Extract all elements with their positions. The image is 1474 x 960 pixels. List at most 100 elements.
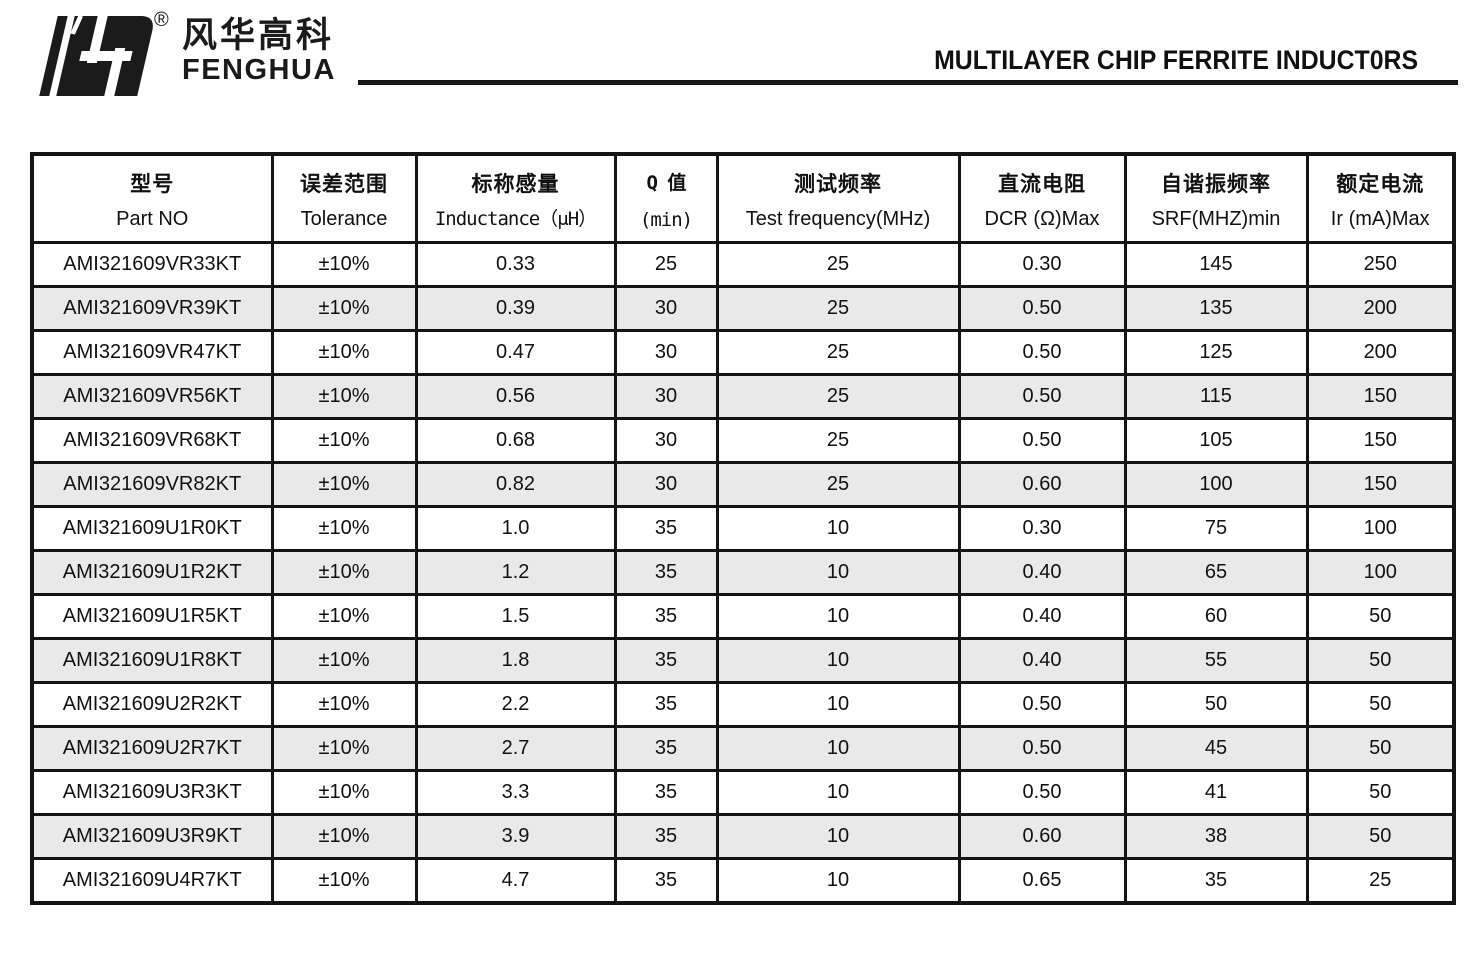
- srf-min-cell: 41: [1123, 769, 1309, 816]
- rated-current-cell: 50: [1305, 769, 1456, 816]
- table-row: AMI321609VR82KT ±10% 0.82 30 25 0.60 100 150: [30, 461, 1456, 508]
- q-min-cell: 35: [613, 505, 719, 552]
- q-min-cell: 35: [613, 681, 719, 728]
- test-frequency-cell: 25: [715, 241, 961, 288]
- rated-current-cell: 25: [1305, 857, 1456, 905]
- rated-current-cell: 50: [1305, 725, 1456, 772]
- inductance-cell: 2.2: [414, 681, 617, 728]
- test-frequency-cell: 25: [715, 461, 961, 508]
- q-min-cell: 35: [613, 593, 719, 640]
- q-min-cell: 35: [613, 813, 719, 860]
- column-header-dcr-max: 直流电阻 DCR (Ω)Max: [957, 152, 1127, 244]
- brand-text: 风华高科 FENGHUA: [182, 18, 336, 85]
- q-min-cell: 30: [613, 329, 719, 376]
- rated-current-cell: 150: [1305, 373, 1456, 420]
- column-header-test-frequency: 测试频率 Test frequency(MHz): [715, 152, 961, 244]
- q-min-cell: 30: [613, 285, 719, 332]
- srf-min-cell: 60: [1123, 593, 1309, 640]
- test-frequency-cell: 10: [715, 813, 961, 860]
- dcr-max-cell: 0.65: [957, 857, 1127, 905]
- table-row: AMI321609VR68KT ±10% 0.68 30 25 0.50 105 150: [30, 417, 1456, 464]
- srf-min-cell: 35: [1123, 857, 1309, 905]
- rated-current-cell: 50: [1305, 813, 1456, 860]
- test-frequency-cell: 10: [715, 505, 961, 552]
- inductance-cell: 0.39: [414, 285, 617, 332]
- rated-current-cell: 200: [1305, 285, 1456, 332]
- inductance-cell: 1.5: [414, 593, 617, 640]
- rated-current-cell: 150: [1305, 461, 1456, 508]
- inductance-cell: 0.56: [414, 373, 617, 420]
- dcr-max-cell: 0.50: [957, 329, 1127, 376]
- inductance-cell: 1.8: [414, 637, 617, 684]
- inductance-cell: 1.0: [414, 505, 617, 552]
- tolerance-cell: ±10%: [270, 857, 418, 905]
- rated-current-cell: 200: [1305, 329, 1456, 376]
- part-no-cell: AMI321609U1R8KT: [30, 637, 274, 684]
- table-row: AMI321609U2R2KT ±10% 2.2 35 10 0.50 50 50: [30, 681, 1456, 728]
- table-row: AMI321609U3R3KT ±10% 3.3 35 10 0.50 41 50: [30, 769, 1456, 816]
- inductance-cell: 4.7: [414, 857, 617, 905]
- dcr-max-cell: 0.30: [957, 241, 1127, 288]
- part-no-cell: AMI321609VR56KT: [30, 373, 274, 420]
- table-row: AMI321609U1R8KT ±10% 1.8 35 10 0.40 55 50: [30, 637, 1456, 684]
- tolerance-cell: ±10%: [270, 373, 418, 420]
- table-row: AMI321609VR47KT ±10% 0.47 30 25 0.50 125 200: [30, 329, 1456, 376]
- table-row: AMI321609U4R7KT ±10% 4.7 35 10 0.65 35 25: [30, 857, 1456, 905]
- table-row: AMI321609U1R2KT ±10% 1.2 35 10 0.40 65 100: [30, 549, 1456, 596]
- tolerance-cell: ±10%: [270, 329, 418, 376]
- dcr-max-cell: 0.30: [957, 505, 1127, 552]
- srf-min-cell: 125: [1123, 329, 1309, 376]
- tolerance-cell: ±10%: [270, 813, 418, 860]
- part-no-cell: AMI321609U3R3KT: [30, 769, 274, 816]
- part-no-cell: AMI321609U4R7KT: [30, 857, 274, 905]
- dcr-max-cell: 0.50: [957, 373, 1127, 420]
- table-row: AMI321609VR33KT ±10% 0.33 25 25 0.30 145 250: [30, 241, 1456, 288]
- tolerance-cell: ±10%: [270, 681, 418, 728]
- tolerance-cell: ±10%: [270, 417, 418, 464]
- table-header-row: 型号 Part NO 误差范围 Tolerance 标称感量 Inductance（μH）…: [30, 152, 1456, 244]
- rated-current-cell: 100: [1305, 505, 1456, 552]
- inductance-cell: 1.2: [414, 549, 617, 596]
- test-frequency-cell: 10: [715, 549, 961, 596]
- rated-current-cell: 150: [1305, 417, 1456, 464]
- inductance-cell: 3.3: [414, 769, 617, 816]
- column-header-en: (min): [639, 209, 693, 231]
- dcr-max-cell: 0.60: [957, 813, 1127, 860]
- dcr-max-cell: 0.40: [957, 593, 1127, 640]
- column-header-en: Inductance（μH）: [434, 208, 597, 230]
- inductance-cell: 0.47: [414, 329, 617, 376]
- dcr-max-cell: 0.60: [957, 461, 1127, 508]
- tolerance-cell: ±10%: [270, 461, 418, 508]
- dcr-max-cell: 0.50: [957, 725, 1127, 772]
- rated-current-cell: 50: [1305, 681, 1456, 728]
- srf-min-cell: 65: [1123, 549, 1309, 596]
- tolerance-cell: ±10%: [270, 285, 418, 332]
- tolerance-cell: ±10%: [270, 725, 418, 772]
- inductance-cell: 0.82: [414, 461, 617, 508]
- part-no-cell: AMI321609VR82KT: [30, 461, 274, 508]
- dcr-max-cell: 0.50: [957, 417, 1127, 464]
- column-header-cn: 额定电流: [1336, 173, 1425, 196]
- part-no-cell: AMI321609U1R2KT: [30, 549, 274, 596]
- part-no-cell: AMI321609U1R5KT: [30, 593, 274, 640]
- brand-name-cn: 风华高科: [182, 16, 335, 55]
- table-row: AMI321609VR39KT ±10% 0.39 30 25 0.50 135 200: [30, 285, 1456, 332]
- part-no-cell: AMI321609U1R0KT: [30, 505, 274, 552]
- dcr-max-cell: 0.50: [957, 285, 1127, 332]
- srf-min-cell: 135: [1123, 285, 1309, 332]
- tolerance-cell: ±10%: [270, 549, 418, 596]
- part-no-cell: AMI321609VR47KT: [30, 329, 274, 376]
- q-min-cell: 35: [613, 769, 719, 816]
- inductor-spec-table: 型号 Part NO 误差范围 Tolerance 标称感量 Inductance（μH）…: [30, 152, 1456, 905]
- test-frequency-cell: 10: [715, 681, 961, 728]
- test-frequency-cell: 10: [715, 769, 961, 816]
- table-row: AMI321609VR56KT ±10% 0.56 30 25 0.50 115 150: [30, 373, 1456, 420]
- q-min-cell: 35: [613, 637, 719, 684]
- part-no-cell: AMI321609U2R2KT: [30, 681, 274, 728]
- q-min-cell: 35: [613, 725, 719, 772]
- part-no-cell: AMI321609U3R9KT: [30, 813, 274, 860]
- column-header-cn: Q 值: [646, 172, 687, 194]
- dcr-max-cell: 0.50: [957, 769, 1127, 816]
- q-min-cell: 25: [613, 241, 719, 288]
- q-min-cell: 35: [613, 549, 719, 596]
